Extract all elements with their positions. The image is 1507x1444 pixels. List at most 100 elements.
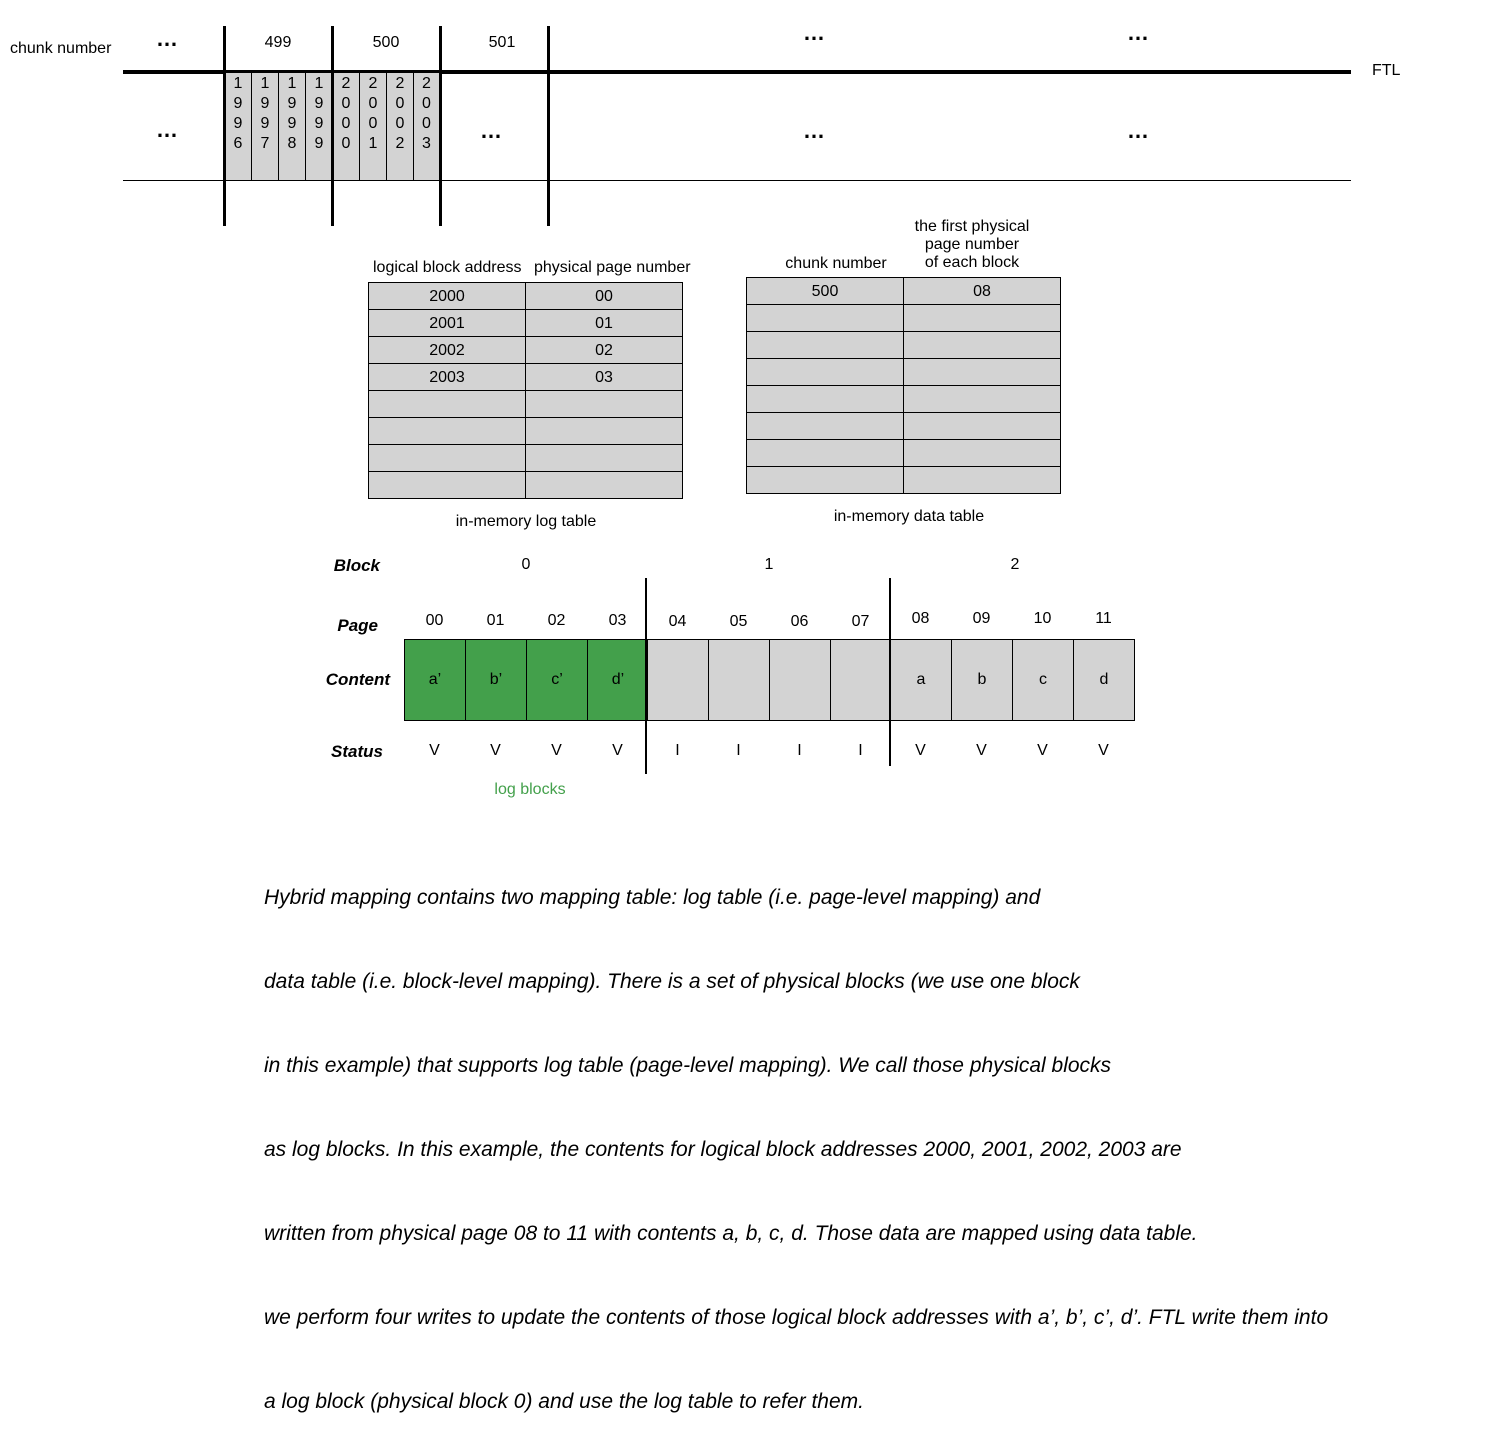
data-table-chunk-cell <box>746 331 904 359</box>
ftl-bottom-line <box>123 180 1351 181</box>
page-number: 08 <box>911 610 930 627</box>
description-line: written from physical page 08 to 11 with… <box>264 1222 1198 1245</box>
log-page-content-cell: b’ <box>465 639 527 721</box>
page-number: 02 <box>547 612 566 629</box>
block-cell-1996: 1 9 9 6 <box>224 73 251 180</box>
block-separator <box>645 578 647 774</box>
ftl-label: FTL <box>1372 62 1401 79</box>
block-number-2: 2 <box>1010 556 1020 573</box>
block-cell-2001: 2 0 0 1 <box>359 73 386 180</box>
page-content-cell <box>830 639 892 721</box>
data-table-first-page-cell <box>903 385 1061 413</box>
data-table-first-page-cell <box>903 304 1061 332</box>
data-table-first-page-cell <box>903 412 1061 440</box>
log-table-ppn-cell <box>525 417 683 445</box>
block-cell-2000: 2 0 0 0 <box>332 73 359 180</box>
page-status: I <box>858 742 863 759</box>
page-number: 07 <box>851 613 870 630</box>
log-table-lba-cell: 2002 <box>368 336 526 364</box>
data-table-first-page-cell: 08 <box>903 277 1061 305</box>
data-table-chunk-cell <box>746 439 904 467</box>
page-status: V <box>612 742 623 759</box>
page-content-cell: d <box>1073 639 1135 721</box>
log-table-lba-cell <box>368 444 526 472</box>
data-table-col2-header-line2: page number <box>924 236 1020 253</box>
block-row-label: Block <box>333 556 380 575</box>
block-cell-1997: 1 9 9 7 <box>251 73 278 180</box>
page-status: V <box>915 742 926 759</box>
data-table-chunk-cell <box>746 304 904 332</box>
page-content-cell <box>708 639 770 721</box>
log-table-caption: in-memory log table <box>455 513 597 530</box>
page-status: V <box>1098 742 1109 759</box>
page-row-label: Page <box>337 616 378 635</box>
chunk-separator <box>223 26 226 226</box>
page-number: 11 <box>1095 610 1112 627</box>
data-table-first-page-cell <box>903 358 1061 386</box>
chunk-500: 500 <box>372 34 400 51</box>
data-table-chunk-cell <box>746 466 904 494</box>
page-number: 06 <box>790 613 809 630</box>
data-table-first-page-cell <box>903 466 1061 494</box>
log-blocks-label: log blocks <box>494 781 566 798</box>
page-number: 10 <box>1033 610 1052 627</box>
log-page-content-cell: c’ <box>526 639 588 721</box>
chunk-separator <box>439 26 442 226</box>
data-table-col2-header-line3: of each block <box>924 254 1020 271</box>
data-table-col2-header-line1: the first physical <box>914 218 1030 235</box>
page-status: V <box>1037 742 1048 759</box>
chunk-ellipsis-right: … <box>1127 20 1151 45</box>
log-table-col1-header: logical block address <box>373 259 522 276</box>
log-table-ppn-cell <box>525 390 683 418</box>
log-table-lba-cell: 2001 <box>368 309 526 337</box>
chunk-number-label: chunk number <box>10 40 112 57</box>
log-table-col2-header: physical page number <box>534 259 691 276</box>
ftl-top-line <box>123 70 1351 74</box>
data-table-col1-header: chunk number <box>785 255 887 272</box>
chunk-ellipsis-mid: … <box>803 20 827 45</box>
page-status: I <box>675 742 680 759</box>
block-number-0: 0 <box>521 556 531 573</box>
data-table-caption: in-memory data table <box>833 508 985 525</box>
page-number: 03 <box>608 612 627 629</box>
block-cell-1999: 1 9 9 9 <box>305 73 332 180</box>
block-ellipsis-501: … <box>480 118 504 143</box>
description-line: we perform four writes to update the con… <box>264 1306 1329 1329</box>
block-ellipsis-mid: … <box>803 118 827 143</box>
log-page-content-cell: a’ <box>404 639 466 721</box>
chunk-separator <box>331 26 334 226</box>
log-table-lba-cell <box>368 417 526 445</box>
log-table-ppn-cell: 03 <box>525 363 683 391</box>
description-line: Hybrid mapping contains two mapping tabl… <box>264 886 1041 909</box>
page-content-cell: c <box>1012 639 1074 721</box>
data-table-first-page-cell <box>903 331 1061 359</box>
page-status: V <box>551 742 562 759</box>
log-table-lba-cell <box>368 390 526 418</box>
block-ellipsis-right: … <box>1127 118 1151 143</box>
block-cell-2002: 2 0 0 2 <box>386 73 413 180</box>
status-row-label: Status <box>331 742 383 761</box>
page-content-cell: b <box>951 639 1013 721</box>
data-table-chunk-cell <box>746 358 904 386</box>
chunk-499: 499 <box>264 34 292 51</box>
data-table-first-page-cell <box>903 439 1061 467</box>
page-number: 04 <box>668 613 687 630</box>
log-table-ppn-cell <box>525 471 683 499</box>
page-status: V <box>429 742 440 759</box>
page-number: 09 <box>972 610 991 627</box>
log-page-content-cell: d’ <box>587 639 649 721</box>
page-status: V <box>976 742 987 759</box>
description: Hybrid mapping contains two mapping tabl… <box>264 828 1328 1444</box>
log-table-lba-cell <box>368 471 526 499</box>
log-table-lba-cell: 2003 <box>368 363 526 391</box>
page-status: V <box>490 742 501 759</box>
page-content-cell: a <box>890 639 952 721</box>
description-line: as log blocks. In this example, the cont… <box>264 1138 1182 1161</box>
log-table-ppn-cell <box>525 444 683 472</box>
block-separator <box>889 578 891 766</box>
log-table-ppn-cell: 00 <box>525 282 683 310</box>
log-table-ppn-cell: 02 <box>525 336 683 364</box>
content-row-label: Content <box>325 670 390 689</box>
page-number: 00 <box>425 612 444 629</box>
block-cell-1998: 1 9 9 8 <box>278 73 305 180</box>
